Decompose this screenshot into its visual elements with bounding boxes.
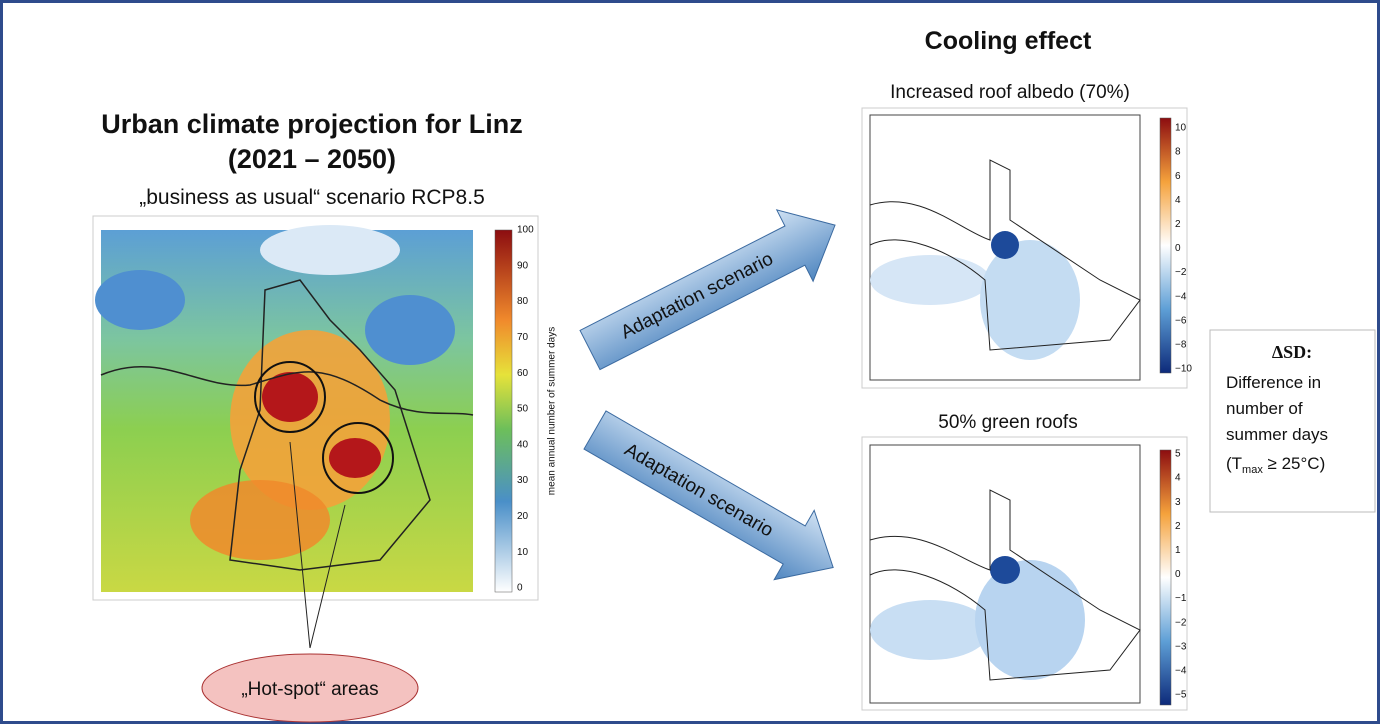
- colorbar-tick: −5: [1175, 690, 1187, 701]
- formula-part: ≥ 25°C): [1263, 454, 1325, 473]
- colorbar-tick: −6: [1175, 315, 1187, 326]
- colorbar-tick: 0: [1175, 569, 1181, 580]
- colorbar-tick: 90: [517, 260, 529, 271]
- colorbar-tick: 0: [517, 583, 523, 594]
- legend-line: number of: [1226, 399, 1303, 418]
- colorbar-tick: −2: [1175, 617, 1187, 628]
- colorbar-tick: 20: [517, 511, 529, 522]
- colorbar-tick: 60: [517, 368, 529, 379]
- right-title: Cooling effect: [925, 27, 1092, 55]
- formula-subscript: max: [1242, 464, 1263, 476]
- colorbar-tick: −10: [1175, 364, 1192, 375]
- left-period: (2021 – 2050): [228, 144, 396, 174]
- legend-line: Difference in: [1226, 373, 1321, 392]
- legend-heading: ΔSD:: [1272, 342, 1312, 362]
- colorbar-tick: 70: [517, 332, 529, 343]
- left-map: mean annual number of summer days: [93, 216, 558, 600]
- left-scenario: „business as usual“ scenario RCP8.5: [139, 186, 485, 209]
- formula-part: (T: [1226, 454, 1242, 473]
- colorbar-tick: 2: [1175, 219, 1181, 230]
- colorbar-tick: 30: [517, 475, 529, 486]
- colorbar-tick: −3: [1175, 641, 1187, 652]
- colorbar-tick: −1: [1175, 593, 1187, 604]
- colorbar-tick: 4: [1175, 473, 1181, 484]
- colorbar-tick: 8: [1175, 147, 1181, 158]
- colorbar-tick: 5: [1175, 449, 1181, 460]
- colorbar-tick: 10: [1175, 123, 1187, 134]
- colorbar-tick: 50: [517, 404, 529, 415]
- colorbar-tick: 100: [517, 225, 534, 236]
- colorbar-tick: −8: [1175, 340, 1187, 351]
- colorbar-label: mean annual number of summer days: [547, 327, 558, 495]
- left-title: Urban climate projection for Linz: [101, 109, 523, 139]
- colorbar-tick: 10: [517, 547, 529, 558]
- panel-map: [862, 108, 1187, 388]
- legend-formula: (Tmax ≥ 25°C): [1226, 454, 1325, 476]
- callout-text: „Hot-spot“ areas: [241, 679, 378, 700]
- colorbar-tick: 40: [517, 439, 529, 450]
- colorbar-tick: 4: [1175, 195, 1181, 206]
- panel-title: Increased roof albedo (70%): [890, 82, 1130, 103]
- legend-line: summer days: [1226, 425, 1328, 444]
- panel-map: [862, 437, 1187, 710]
- colorbar-tick: 3: [1175, 497, 1181, 508]
- colorbar-tick: −4: [1175, 291, 1187, 302]
- colorbar-tick: 6: [1175, 171, 1181, 182]
- colorbar-tick: 1: [1175, 545, 1181, 556]
- colorbar-tick: 80: [517, 296, 529, 307]
- page: Urban climate projection for Linz (2021 …: [0, 0, 1380, 724]
- panel-title: 50% green roofs: [938, 412, 1077, 433]
- colorbar-tick: 2: [1175, 521, 1181, 532]
- colorbar-tick: −4: [1175, 666, 1187, 677]
- colorbar-tick: 0: [1175, 243, 1181, 254]
- colorbar-tick: −2: [1175, 267, 1187, 278]
